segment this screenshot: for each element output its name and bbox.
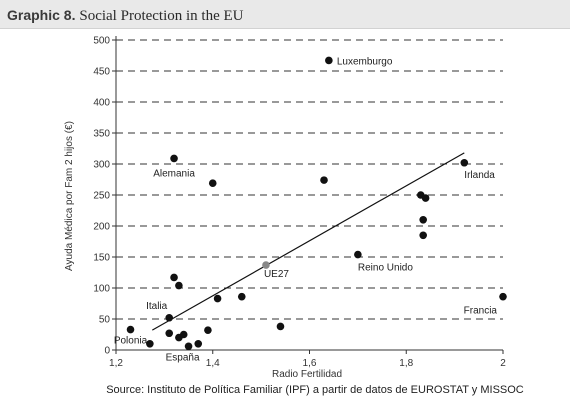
data-point [170, 273, 178, 282]
y-tick-label: 50 [99, 315, 111, 326]
points-layer [126, 56, 507, 351]
data-point [208, 179, 217, 188]
point-label: Francia [464, 306, 498, 317]
graphic-label: Graphic 8. [7, 7, 76, 23]
data-point [194, 340, 203, 348]
point-label: Luxemburgo [337, 56, 393, 67]
y-tick-label: 0 [104, 346, 110, 357]
point-label: Reino Unido [358, 263, 413, 274]
y-tick-label: 150 [93, 253, 110, 264]
trendline [151, 152, 465, 331]
data-point [499, 292, 507, 301]
data-point [184, 342, 193, 351]
data-point [170, 154, 178, 163]
x-tick-label: 1,2 [109, 358, 123, 369]
data-point [354, 250, 362, 259]
data-point [419, 231, 427, 240]
chart-header: Graphic 8. Social Protection in the EU [0, 0, 570, 29]
x-tick-label: 2 [500, 358, 506, 369]
axes-layer: 0 50 100 150 200 250 300 350 400 450 500 1,2 1,4 1,6 1… [93, 36, 506, 370]
data-point [146, 340, 154, 348]
data-point [325, 56, 333, 65]
chart-title: Social Protection in the EU [79, 8, 244, 24]
y-tick-label: 300 [93, 160, 110, 171]
y-tick-label: 100 [93, 284, 110, 295]
point-label: Polonia [114, 336, 148, 347]
point-label: Alemania [153, 168, 195, 179]
y-tick-label: 500 [93, 36, 110, 47]
data-point [421, 194, 430, 202]
x-tick-label: 1,8 [399, 358, 413, 369]
source-note: Source: Instituto de Política Familiar (… [106, 384, 524, 396]
y-tick-label: 400 [93, 98, 110, 109]
data-point [213, 294, 222, 303]
data-point [320, 176, 328, 184]
data-point [126, 325, 135, 334]
x-tick-label: 1,6 [303, 358, 317, 369]
point-label: Irlanda [464, 170, 495, 181]
point-label: España [166, 352, 200, 363]
y-tick-label: 350 [93, 129, 110, 140]
data-point [204, 326, 212, 334]
y-tick-label: 250 [93, 191, 110, 202]
data-point [237, 292, 246, 301]
data-point [165, 329, 174, 338]
labels-layer: Polonia Italia España Alemania UE27 Luxemburg… [114, 56, 498, 363]
point-label: UE27 [264, 269, 289, 280]
data-point [276, 322, 285, 331]
data-point [419, 216, 427, 224]
data-point [262, 261, 270, 269]
y-axis-label: Ayuda Médica por Fam 2 hijos (€) [64, 121, 75, 271]
data-point [179, 330, 188, 339]
x-axis-label: Radio Fertilidad [272, 369, 342, 380]
data-point [165, 313, 174, 322]
x-tick-label: 1,4 [206, 358, 220, 369]
point-label: Italia [146, 301, 168, 312]
trendline-layer [151, 152, 465, 331]
y-tick-label: 450 [93, 67, 110, 78]
y-tick-label: 200 [93, 222, 110, 233]
data-point [460, 158, 469, 167]
data-point [175, 281, 183, 290]
grid-layer [116, 39, 503, 320]
